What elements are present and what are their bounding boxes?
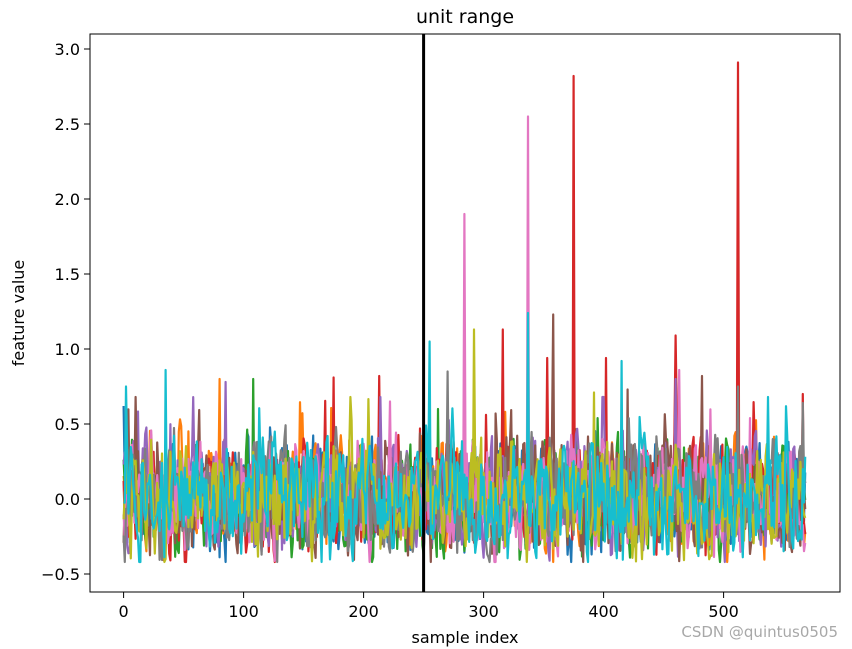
y-axis-ticks: −0.5 0.0 0.5 1.0 1.5 2.0 2.5 3.0 <box>41 40 90 584</box>
x-axis-ticks: 0 100 200 300 400 500 <box>119 592 739 621</box>
x-tick-label: 100 <box>228 602 259 621</box>
chart-title: unit range <box>416 6 514 28</box>
x-tick-label: 300 <box>468 602 499 621</box>
y-tick-label: 0.0 <box>55 490 80 509</box>
y-tick-label: 3.0 <box>55 40 80 59</box>
y-tick-label: 2.5 <box>55 115 80 134</box>
plot-frame <box>89 33 841 593</box>
y-tick-label: −0.5 <box>41 565 80 584</box>
y-tick-label: 2.0 <box>55 190 80 209</box>
series-line-10 <box>123 311 807 564</box>
y-tick-label: 0.5 <box>55 415 80 434</box>
y-tick-label: 1.0 <box>55 340 80 359</box>
y-axis-label: feature value <box>9 260 28 367</box>
watermark: CSDN @quintus0505 <box>681 623 838 641</box>
x-axis-label: sample index <box>411 628 518 647</box>
plot-lines <box>122 61 807 564</box>
y-tick-label: 1.5 <box>55 265 80 284</box>
x-tick-label: 0 <box>119 602 129 621</box>
x-tick-label: 500 <box>708 602 739 621</box>
x-tick-label: 400 <box>588 602 619 621</box>
x-tick-label: 200 <box>348 602 379 621</box>
